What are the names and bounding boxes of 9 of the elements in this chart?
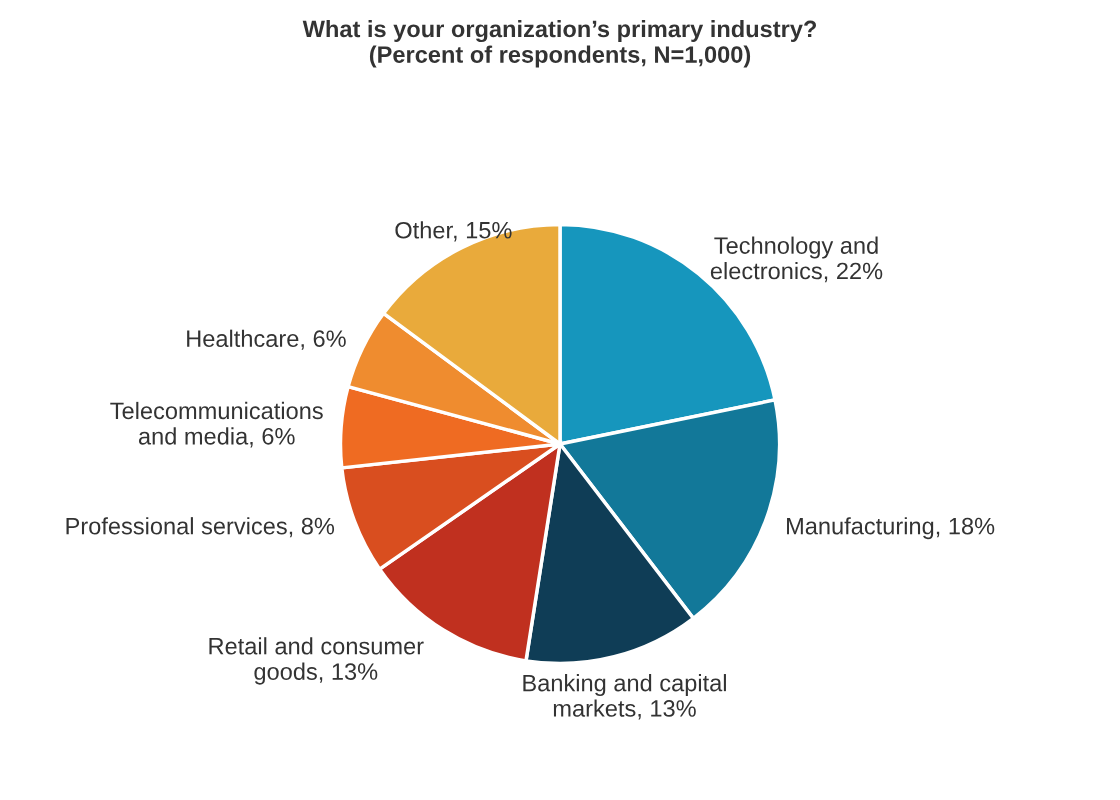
slice-label: Banking and capital markets, 13% [523,674,726,720]
slice-label: Retail and consumer goods, 13% [209,637,424,685]
slice-label: Manufacturing, 18% [787,517,995,540]
slice-label: Professional services, 8% [66,517,335,538]
slice-label: Healthcare, 6% [187,329,346,350]
chart-title: What is your organization’s primary industry? (Percent of respondents, N=1,000) [302,20,816,68]
slice-label: Other, 15% [395,221,512,242]
slice-label: Telecommunications and media, 6% [110,401,323,448]
slice-label: Technology and electronics, 22% [710,236,883,283]
